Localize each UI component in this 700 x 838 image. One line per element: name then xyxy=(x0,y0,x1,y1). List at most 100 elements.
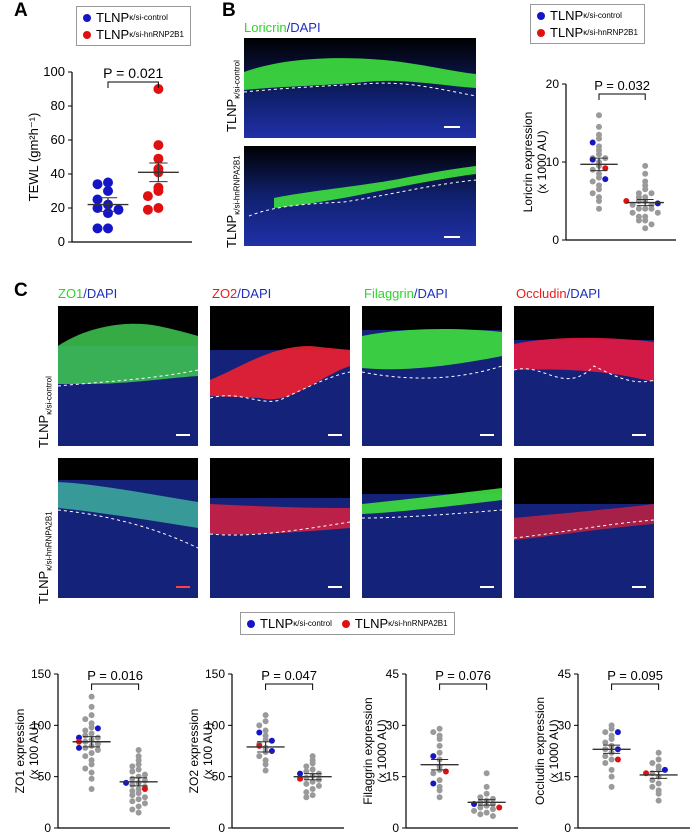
data-point xyxy=(135,753,142,760)
data-point xyxy=(635,217,642,224)
p-value-label: P = 0.032 xyxy=(594,78,650,93)
data-point xyxy=(76,744,82,751)
chart-filaggrin: 0 15 30 45 Filaggrin expression (x 1000 AU) P … xyxy=(361,667,518,835)
data-point xyxy=(648,205,655,212)
legend-sub: κ/si-control xyxy=(583,11,622,20)
control-dot-icon xyxy=(83,13,91,22)
data-point xyxy=(608,783,615,790)
data-point xyxy=(303,789,310,796)
significance-bracket xyxy=(107,81,159,88)
legend-sub: κ/si-hnRNPA2B1 xyxy=(388,619,448,628)
legend-row-hnrnp: TLNP κ/si-hnRNPA2B1 xyxy=(341,615,448,632)
data-point xyxy=(88,769,95,776)
data-point xyxy=(629,201,636,208)
data-point xyxy=(602,739,609,746)
data-point xyxy=(648,221,655,228)
data-point xyxy=(141,794,148,801)
row-label: TLNP xyxy=(224,214,239,248)
hnrnp-dot-icon xyxy=(537,28,545,37)
data-point xyxy=(135,757,142,764)
data-point xyxy=(92,203,103,213)
marker-label: Occludin xyxy=(516,286,567,301)
chart-occludin: 0 15 30 45 Occludin expression (x 1000 AU) P =… xyxy=(533,667,690,835)
row-label: TLNP xyxy=(224,98,239,132)
data-point xyxy=(262,761,269,768)
data-point xyxy=(589,190,596,197)
data-point xyxy=(436,742,443,749)
legend-row-control: TLNP κ/si-control xyxy=(247,615,332,632)
row-label-c-control: TLNPκ/si-control xyxy=(36,376,54,448)
data-point xyxy=(436,787,443,794)
data-point xyxy=(82,765,89,772)
data-point xyxy=(88,720,95,727)
dapi-label: /DAPI xyxy=(413,286,448,301)
y-tick-label: 30 xyxy=(386,718,400,732)
data-point xyxy=(602,729,609,736)
data-point xyxy=(92,194,103,205)
data-point xyxy=(596,112,602,119)
significance-bracket xyxy=(91,683,140,690)
data-point xyxy=(256,753,263,760)
data-point xyxy=(88,724,95,731)
data-point xyxy=(483,770,490,777)
data-point xyxy=(88,750,95,757)
data-point xyxy=(483,790,490,797)
data-point xyxy=(477,811,484,818)
stain-title-filaggrin: Filaggrin/DAPI xyxy=(364,286,448,301)
y-tick-label: 100 xyxy=(43,64,65,79)
legend-c: TLNP κ/si-control TLNP κ/si-hnRNPA2B1 xyxy=(240,612,455,635)
data-point xyxy=(88,757,95,764)
data-point xyxy=(655,790,662,797)
data-point xyxy=(649,759,656,766)
data-point xyxy=(303,794,310,801)
data-point xyxy=(642,162,649,169)
data-point xyxy=(82,732,89,739)
data-point xyxy=(256,742,263,749)
data-point xyxy=(141,777,148,784)
data-point xyxy=(303,780,310,787)
data-point xyxy=(655,780,662,787)
legend-sub: κ/si-hnRNP2B1 xyxy=(583,28,638,37)
data-point xyxy=(430,753,437,760)
data-point xyxy=(642,170,649,177)
y-tick-label: 0 xyxy=(58,234,65,249)
data-point xyxy=(471,807,478,814)
row-label: TLNP xyxy=(36,570,51,604)
y-axis-label: Filaggrin expression xyxy=(361,697,375,804)
p-value-label: P = 0.076 xyxy=(435,668,491,683)
data-point xyxy=(589,166,596,173)
y-tick-label: 15 xyxy=(386,770,400,784)
marker-label: ZO2 xyxy=(212,286,238,301)
legend-sub: κ/si-control xyxy=(129,13,168,22)
chart-loricrin: 0 10 20 Loricrin expression (x 1000 AU) P = 0… xyxy=(521,77,676,247)
p-value-label: P = 0.021 xyxy=(103,65,163,81)
data-point xyxy=(303,768,310,775)
legend-label: TLNP xyxy=(96,27,130,42)
data-point xyxy=(262,732,269,739)
data-point xyxy=(642,225,649,232)
data-point xyxy=(135,790,142,797)
data-point xyxy=(129,781,136,788)
data-point xyxy=(94,725,101,732)
data-point xyxy=(483,802,490,809)
legend-row-control: TLNP κ/si-control xyxy=(83,9,184,26)
y-tick-label: 15 xyxy=(558,770,572,784)
row-label-b-hnrnp: TLNPκ/si-hnRNPA2B1 xyxy=(224,155,242,248)
data-point xyxy=(602,176,609,183)
y-axis-label-unit: (x 1000 AU) xyxy=(535,130,549,193)
data-point xyxy=(268,737,275,744)
data-point xyxy=(262,757,269,764)
data-point xyxy=(602,165,609,172)
data-point xyxy=(608,766,615,773)
data-point xyxy=(489,806,496,813)
data-point xyxy=(309,785,316,792)
y-tick-label: 100 xyxy=(31,718,51,732)
p-value-label: P = 0.047 xyxy=(261,668,317,683)
data-point xyxy=(483,809,490,816)
legend-row-hnrnp: TLNP κ/si-hnRNP2B1 xyxy=(83,26,184,43)
data-point xyxy=(88,775,95,782)
y-axis-label: ZO1 expression xyxy=(13,709,27,794)
y-tick-label: 20 xyxy=(546,77,560,91)
data-point xyxy=(262,727,269,734)
data-point xyxy=(436,749,443,756)
